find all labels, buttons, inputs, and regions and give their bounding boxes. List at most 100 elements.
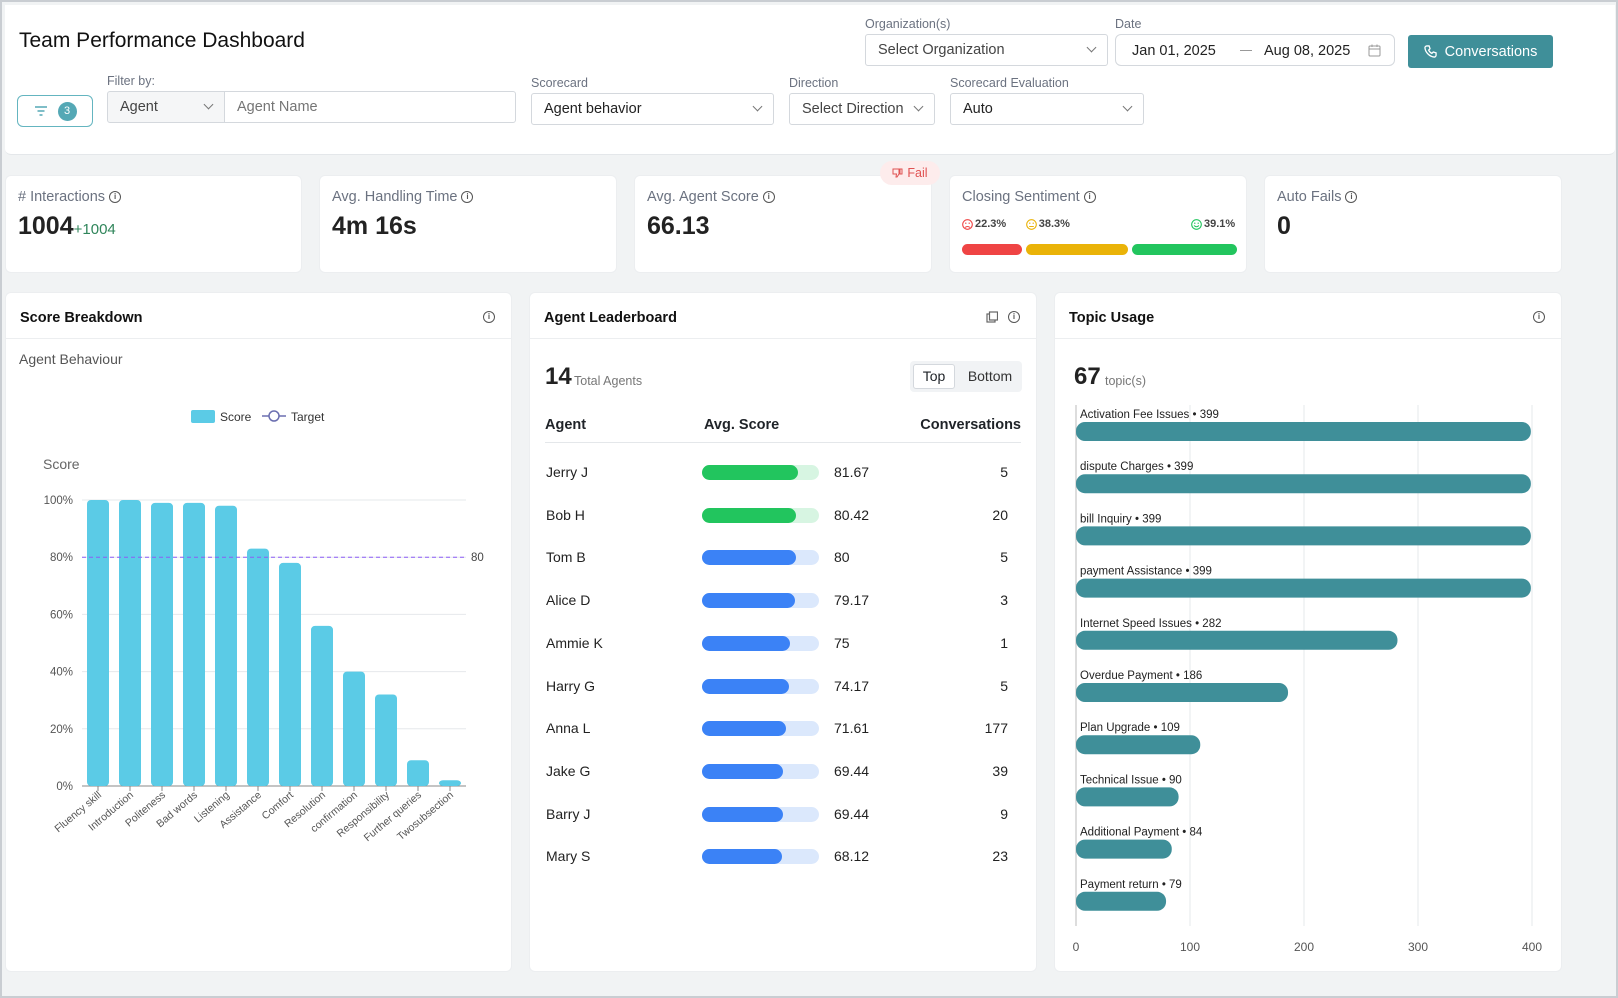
score-bar-track: [702, 507, 819, 523]
divider: [1055, 338, 1561, 339]
filter-toggle-button[interactable]: 3: [17, 95, 93, 127]
eval-value: Auto: [963, 101, 993, 117]
score-bar-track: [702, 806, 819, 822]
score-bar-chart: Score TargetScore0%20%40%60%80%100%Fluenc…: [43, 410, 484, 844]
score-bar[interactable]: [151, 502, 173, 786]
topic-bar-label: Activation Fee Issues • 399: [1080, 409, 1219, 421]
legend-score-label: Score: [220, 410, 252, 424]
info-icon[interactable]: i: [1008, 311, 1020, 323]
topic-bar[interactable]: [1076, 474, 1531, 494]
date-start[interactable]: Jan 01, 2025: [1132, 43, 1216, 59]
leaderboard-row[interactable]: Anna L 71.61 177: [530, 718, 1030, 738]
agent-score: 71.61: [834, 720, 870, 737]
score-value: 66.13: [647, 212, 710, 240]
leaderboard-row[interactable]: Barry J 69.44 9: [530, 804, 1030, 824]
topic-bar[interactable]: [1076, 891, 1167, 911]
leaderboard-row[interactable]: Mary S 68.12 23: [530, 846, 1030, 866]
leaderboard-row[interactable]: Jake G 69.44 39: [530, 761, 1030, 781]
score-bar[interactable]: [119, 500, 141, 786]
agent-conversations: 177: [984, 720, 1008, 737]
org-select[interactable]: Select Organization: [865, 34, 1108, 66]
leaderboard-row[interactable]: Harry G 74.17 5: [530, 676, 1030, 696]
eval-select[interactable]: Auto: [950, 93, 1144, 125]
chevron-down-icon: [203, 99, 214, 110]
tab-top[interactable]: Top: [913, 364, 955, 389]
topic-bar[interactable]: [1076, 526, 1531, 546]
sentiment-value: 39.1%: [1204, 218, 1236, 230]
total-agents-label: Total Agents: [574, 374, 643, 388]
score-bar[interactable]: [375, 694, 397, 786]
agent-score: 68.12: [834, 848, 870, 865]
conversations-button[interactable]: Conversations: [1408, 35, 1553, 68]
info-icon[interactable]: i: [1345, 191, 1358, 203]
leaderboard-row[interactable]: Bob H 80.42 20: [530, 505, 1030, 525]
score-bar[interactable]: [279, 562, 301, 786]
col-score-header[interactable]: Avg. Score: [704, 417, 780, 433]
autofails-value: 0: [1277, 212, 1291, 240]
score-bar-track: [702, 721, 819, 737]
leaderboard-row[interactable]: Alice D 79.17 3: [530, 590, 1030, 610]
agent-conversations: 1: [1000, 634, 1008, 651]
x-tick-label: 200: [1294, 940, 1314, 954]
info-icon[interactable]: i: [1083, 191, 1096, 203]
topic-bar[interactable]: [1076, 578, 1531, 598]
fail-badge: Fail: [880, 161, 940, 185]
sentiment-label-text: Closing Sentiment: [962, 189, 1080, 205]
aht-value: 4m 16s: [332, 212, 417, 240]
col-agent-header[interactable]: Agent: [545, 417, 587, 433]
score-bar[interactable]: [87, 500, 109, 786]
direction-select[interactable]: Select Direction: [789, 93, 935, 125]
info-icon[interactable]: i: [109, 191, 122, 203]
info-icon[interactable]: i: [461, 191, 474, 203]
topic-bar[interactable]: [1076, 787, 1179, 807]
agent-name-input[interactable]: [224, 91, 516, 123]
tab-bottom[interactable]: Bottom: [967, 368, 1013, 384]
score-bar[interactable]: [343, 671, 365, 786]
topic-bar[interactable]: [1076, 735, 1201, 755]
score-bar[interactable]: [183, 502, 205, 786]
score-bar[interactable]: [247, 548, 269, 786]
direction-label: Direction: [789, 76, 839, 90]
leaderboard-row[interactable]: Ammie K 75 1: [530, 633, 1030, 653]
score-bar[interactable]: [439, 780, 461, 786]
date-range-picker[interactable]: Jan 01, 2025 Aug 08, 2025: [1115, 34, 1395, 66]
topic-bar[interactable]: [1076, 839, 1172, 859]
conversations-button-label: Conversations: [1444, 43, 1538, 60]
agent-score: 69.44: [834, 762, 870, 779]
sentiment-card: Closing Sentiment i 22.3% 38.3% 39.1%: [949, 175, 1247, 273]
score-bar[interactable]: [311, 625, 333, 786]
aht-label-text: Avg. Handling Time: [332, 189, 458, 205]
info-icon[interactable]: i: [1533, 311, 1545, 323]
score-bar-fill: [702, 635, 790, 651]
filter-type-select[interactable]: Agent: [107, 91, 225, 123]
y-tick-label: 80%: [50, 552, 73, 564]
leaderboard-row[interactable]: Tom B 80 5: [530, 547, 1030, 567]
topic-bar[interactable]: [1076, 422, 1531, 441]
scorecard-select[interactable]: Agent behavior: [531, 93, 774, 125]
agent-score: 80.42: [834, 506, 870, 523]
leaderboard-row[interactable]: Jerry J 81.67 5: [530, 462, 1030, 482]
topic-bar[interactable]: [1076, 683, 1289, 702]
scorecard-value: Agent behavior: [544, 101, 642, 117]
filter-count-badge: 3: [57, 101, 77, 121]
topic-bar[interactable]: [1076, 630, 1398, 650]
aht-label: Avg. Handling Time i: [332, 189, 474, 205]
export-icon[interactable]: [986, 311, 998, 323]
agent-name: Ammie K: [546, 634, 603, 651]
agent-conversations: 5: [1000, 677, 1008, 694]
sad-face-icon: [962, 218, 973, 230]
fail-badge-label: Fail: [907, 166, 928, 180]
sentiment-bar: [1025, 244, 1129, 255]
col-conversations-header[interactable]: Conversations: [920, 417, 1021, 433]
info-icon[interactable]: i: [762, 191, 775, 203]
agent-name: Tom B: [546, 549, 586, 566]
score-bar-fill: [702, 763, 784, 779]
chevron-down-icon: [913, 101, 924, 112]
agent-score: 80: [834, 549, 850, 566]
info-icon[interactable]: i: [483, 311, 495, 323]
score-bar[interactable]: [407, 760, 429, 786]
chevron-down-icon: [1122, 101, 1133, 112]
legend-target-label: Target: [291, 410, 325, 424]
date-end[interactable]: Aug 08, 2025: [1264, 43, 1351, 59]
score-bar[interactable]: [215, 505, 237, 786]
